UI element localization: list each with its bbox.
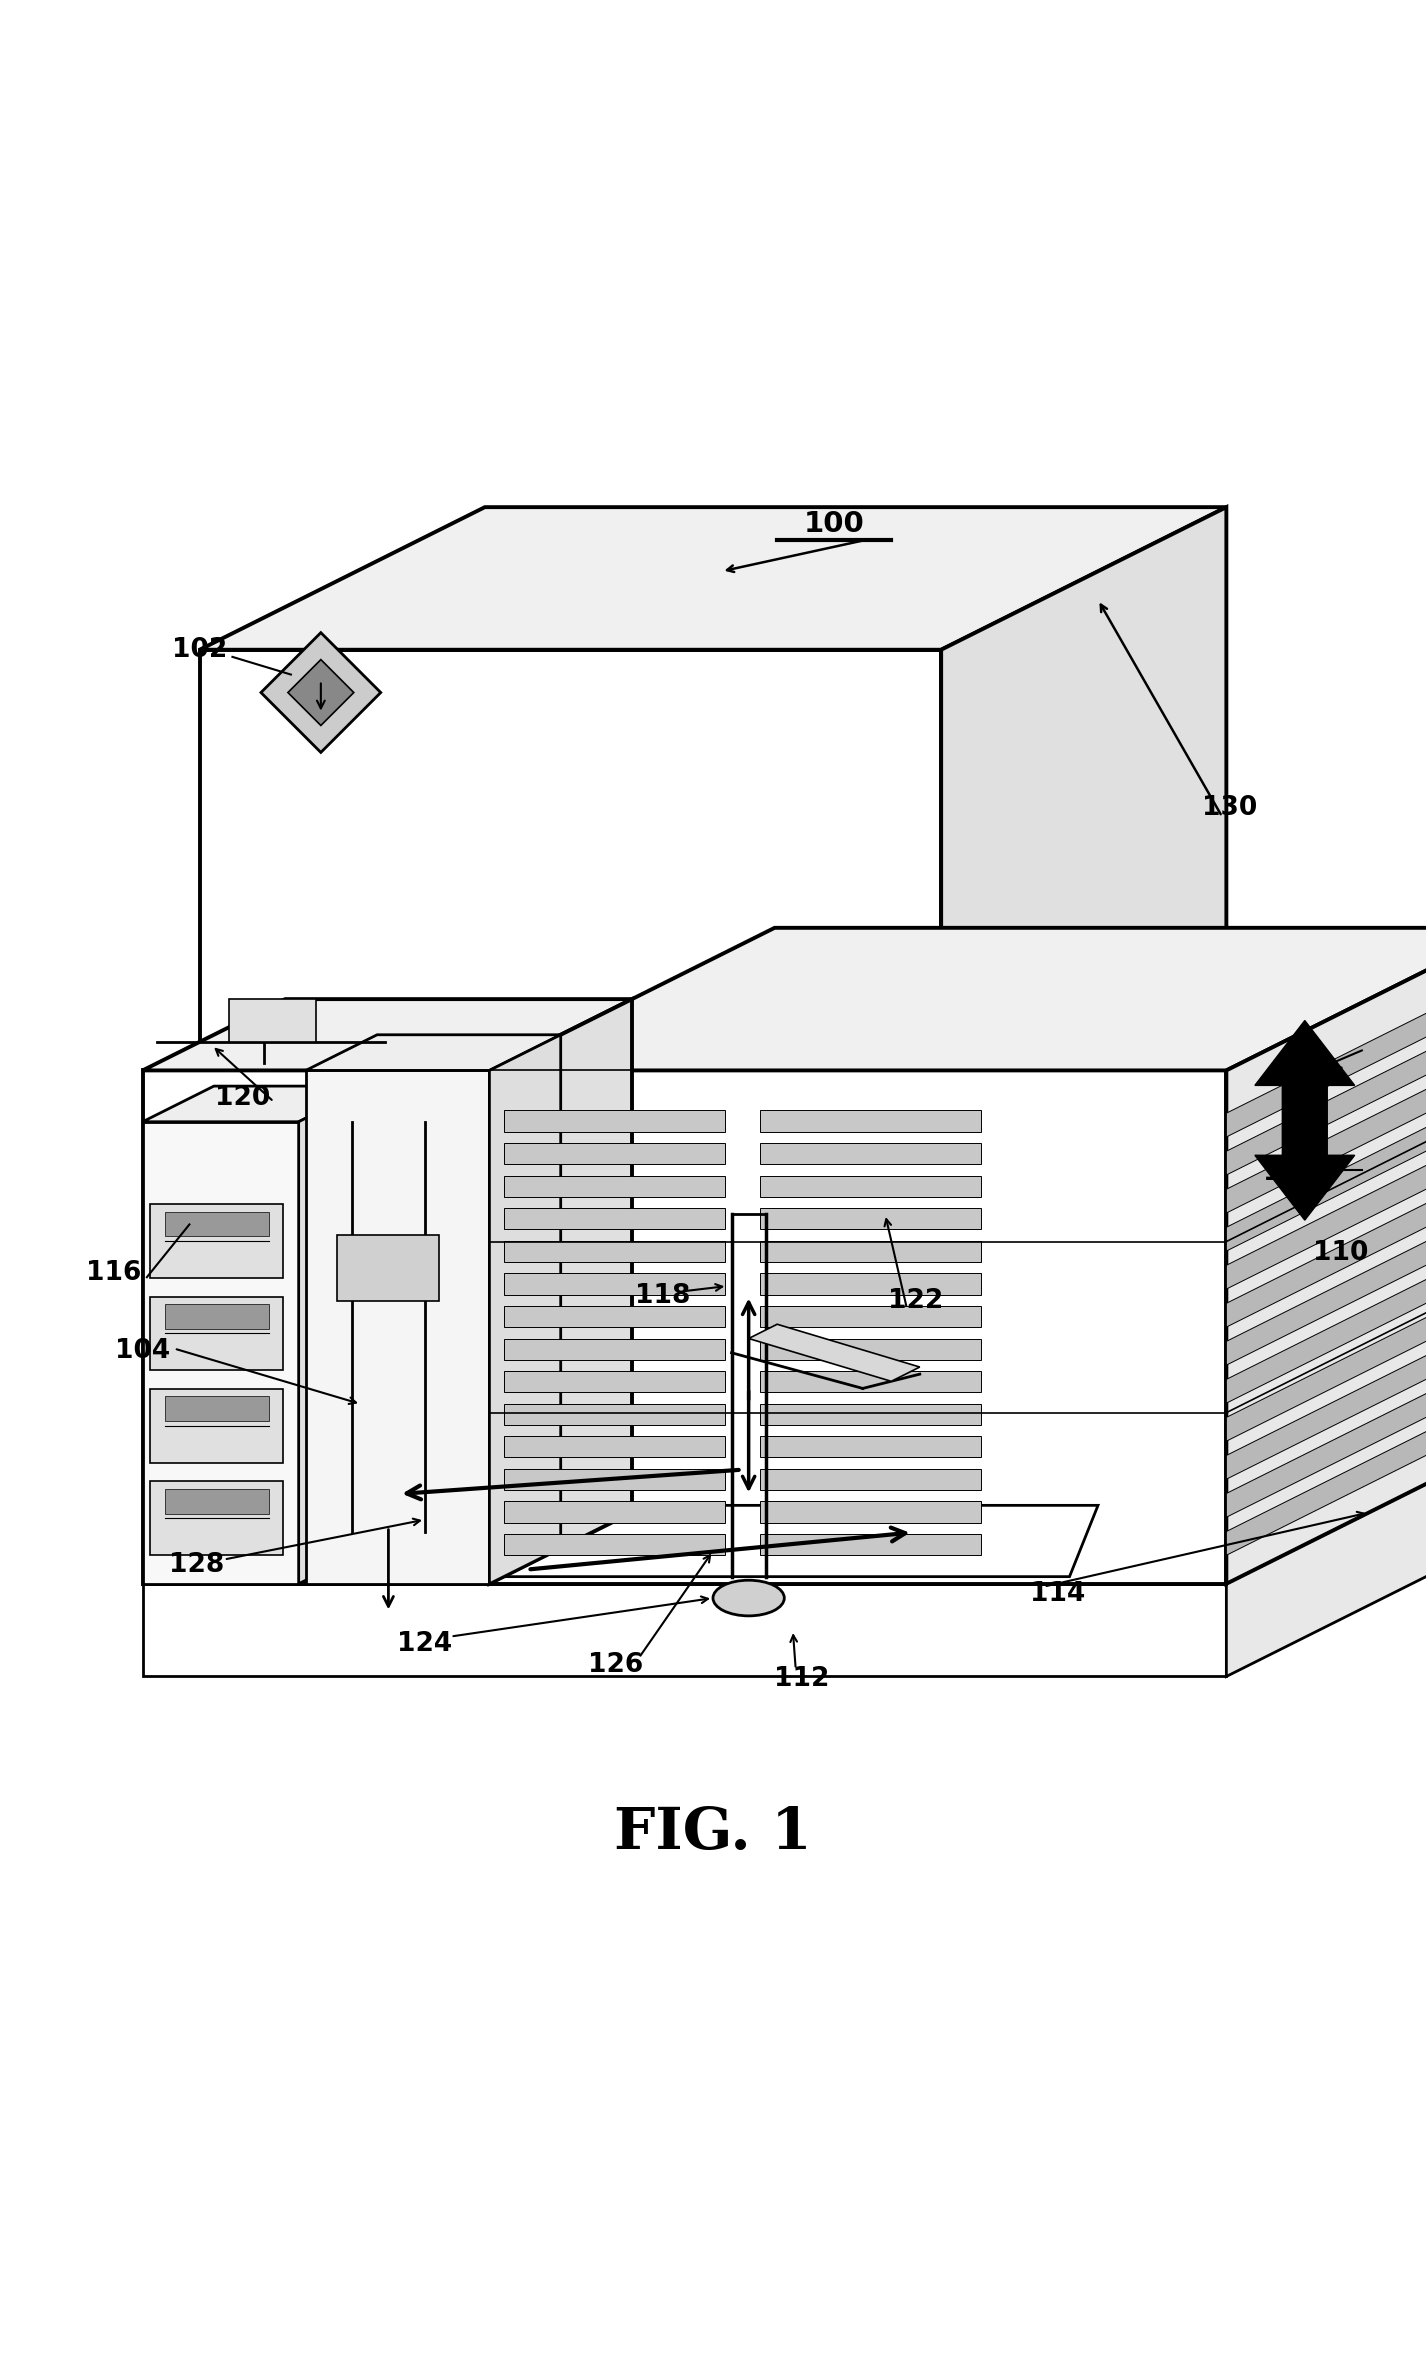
- Polygon shape: [1255, 1021, 1355, 1121]
- Text: 112: 112: [774, 1665, 829, 1691]
- Polygon shape: [1226, 1199, 1426, 1365]
- Polygon shape: [150, 1388, 282, 1462]
- Polygon shape: [503, 1305, 724, 1327]
- Polygon shape: [143, 1123, 298, 1585]
- Polygon shape: [164, 1488, 268, 1514]
- Polygon shape: [1226, 1009, 1426, 1175]
- Ellipse shape: [713, 1580, 784, 1616]
- Polygon shape: [489, 1071, 1226, 1585]
- Polygon shape: [503, 1208, 724, 1230]
- Polygon shape: [760, 1372, 981, 1393]
- Polygon shape: [298, 1085, 369, 1585]
- Polygon shape: [489, 929, 1426, 1071]
- Text: 108: 108: [1263, 1161, 1318, 1187]
- Polygon shape: [1226, 929, 1426, 1585]
- Polygon shape: [760, 1338, 981, 1360]
- Polygon shape: [760, 1142, 981, 1163]
- Polygon shape: [760, 1502, 981, 1523]
- Polygon shape: [503, 1338, 724, 1360]
- Polygon shape: [503, 1111, 724, 1132]
- Polygon shape: [150, 1203, 282, 1277]
- Polygon shape: [503, 1272, 724, 1293]
- Polygon shape: [760, 1535, 981, 1556]
- Polygon shape: [503, 1469, 724, 1490]
- Polygon shape: [1226, 1123, 1426, 1289]
- Polygon shape: [1226, 1312, 1426, 1478]
- Polygon shape: [230, 1000, 317, 1042]
- Text: 122: 122: [888, 1289, 943, 1315]
- Polygon shape: [1226, 1388, 1426, 1556]
- Polygon shape: [143, 1440, 1426, 1585]
- Polygon shape: [760, 1241, 981, 1263]
- Polygon shape: [1226, 971, 1426, 1137]
- Text: 114: 114: [1031, 1580, 1085, 1606]
- Text: 100: 100: [804, 509, 864, 538]
- Text: 106: 106: [1291, 1066, 1345, 1092]
- Polygon shape: [305, 1071, 489, 1585]
- Polygon shape: [143, 1585, 1226, 1677]
- Text: 126: 126: [589, 1651, 643, 1677]
- Polygon shape: [503, 1142, 724, 1163]
- Polygon shape: [1255, 1121, 1355, 1220]
- Polygon shape: [760, 1272, 981, 1293]
- Text: 118: 118: [636, 1282, 690, 1308]
- Text: FIG. 1: FIG. 1: [615, 1805, 811, 1862]
- Polygon shape: [164, 1395, 268, 1421]
- Polygon shape: [760, 1208, 981, 1230]
- Polygon shape: [503, 1175, 724, 1196]
- Polygon shape: [200, 649, 941, 1078]
- Polygon shape: [143, 1071, 489, 1585]
- Text: 110: 110: [1313, 1239, 1368, 1265]
- Polygon shape: [164, 1303, 268, 1329]
- Polygon shape: [760, 1469, 981, 1490]
- Polygon shape: [503, 1405, 724, 1424]
- Polygon shape: [1226, 1275, 1426, 1440]
- Text: 104: 104: [116, 1338, 170, 1365]
- Polygon shape: [503, 1372, 724, 1393]
- Polygon shape: [760, 1175, 981, 1196]
- Polygon shape: [1226, 1085, 1426, 1251]
- Polygon shape: [305, 1035, 560, 1071]
- Polygon shape: [143, 1000, 632, 1071]
- Polygon shape: [150, 1296, 282, 1369]
- Polygon shape: [489, 1000, 632, 1585]
- Text: 120: 120: [215, 1085, 270, 1111]
- Text: 130: 130: [1202, 796, 1256, 822]
- Polygon shape: [150, 1481, 282, 1556]
- Polygon shape: [503, 1436, 724, 1457]
- Polygon shape: [338, 1234, 439, 1301]
- Text: 102: 102: [173, 637, 227, 663]
- Text: 124: 124: [398, 1630, 452, 1656]
- Polygon shape: [503, 1502, 724, 1523]
- Polygon shape: [1226, 1161, 1426, 1327]
- Text: 128: 128: [170, 1552, 224, 1578]
- Polygon shape: [1226, 1440, 1426, 1677]
- Polygon shape: [261, 633, 381, 753]
- Polygon shape: [489, 1035, 560, 1585]
- Polygon shape: [503, 1241, 724, 1263]
- Polygon shape: [288, 659, 354, 725]
- Polygon shape: [1226, 1237, 1426, 1402]
- Polygon shape: [1226, 1350, 1426, 1516]
- Polygon shape: [164, 1211, 268, 1237]
- Polygon shape: [760, 1111, 981, 1132]
- Polygon shape: [760, 1436, 981, 1457]
- Polygon shape: [941, 507, 1226, 1078]
- Text: 116: 116: [87, 1260, 141, 1286]
- Polygon shape: [749, 1324, 920, 1381]
- Polygon shape: [1226, 1047, 1426, 1213]
- Polygon shape: [503, 1535, 724, 1556]
- Polygon shape: [760, 1305, 981, 1327]
- Polygon shape: [200, 507, 1226, 649]
- Polygon shape: [760, 1405, 981, 1424]
- Polygon shape: [143, 1085, 369, 1123]
